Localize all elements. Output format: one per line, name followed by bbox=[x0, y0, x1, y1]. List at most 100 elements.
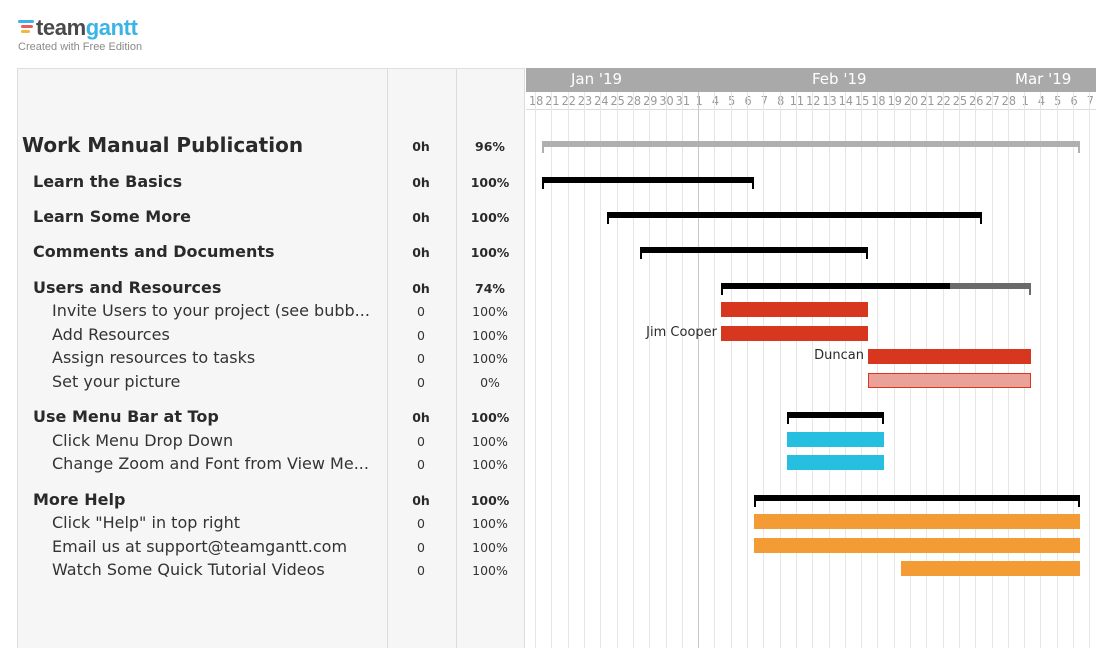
task-name[interactable]: More Help bbox=[33, 490, 125, 509]
task-name[interactable]: Click Menu Drop Down bbox=[52, 431, 382, 450]
task-percent-complete: 100% bbox=[457, 410, 523, 425]
task-percent-complete: 96% bbox=[457, 139, 523, 154]
task-name[interactable]: Work Manual Publication bbox=[22, 133, 303, 157]
task-group-row[interactable]: Learn Some More 0h 100% bbox=[18, 205, 525, 229]
task-name[interactable]: Learn the Basics bbox=[33, 172, 182, 191]
day-label: 24 bbox=[593, 93, 609, 108]
task-name[interactable]: Users and Resources bbox=[33, 278, 221, 297]
task-row[interactable]: Change Zoom and Font from View Me... 0 100… bbox=[18, 452, 525, 476]
task-percent-complete: 100% bbox=[457, 328, 523, 343]
day-gridline bbox=[698, 92, 699, 648]
summary-bar[interactable] bbox=[640, 247, 868, 253]
task-name[interactable]: Click "Help" in top right bbox=[52, 513, 382, 532]
day-label: 20 bbox=[903, 93, 919, 108]
task-name[interactable]: Learn Some More bbox=[33, 207, 191, 226]
task-hours: 0 bbox=[388, 540, 454, 555]
task-row[interactable]: Click Menu Drop Down 0 100% bbox=[18, 429, 525, 453]
project-row[interactable]: Work Manual Publication 0h 96% bbox=[18, 134, 525, 158]
task-percent-complete: 100% bbox=[457, 245, 523, 260]
task-group-row[interactable]: Users and Resources 0h 74% bbox=[18, 276, 525, 300]
task-hours: 0 bbox=[388, 304, 454, 319]
day-label: 7 bbox=[756, 93, 772, 108]
month-header: Jan '19 Feb '19 Mar '19 bbox=[526, 68, 1096, 92]
task-hours: 0h bbox=[388, 139, 454, 154]
task-percent-complete: 74% bbox=[457, 281, 523, 296]
edition-note: Created with Free Edition bbox=[18, 41, 142, 53]
day-label: 1 bbox=[691, 93, 707, 108]
summary-bar[interactable] bbox=[787, 412, 884, 418]
task-row[interactable]: Assign resources to tasks 0 100% bbox=[18, 346, 525, 370]
summary-bar-start-cap bbox=[640, 247, 642, 259]
logo-word-gantt: gantt bbox=[86, 15, 138, 40]
task-row[interactable]: Watch Some Quick Tutorial Videos 0 100% bbox=[18, 558, 525, 582]
summary-bar[interactable] bbox=[607, 212, 982, 218]
task-percent-complete: 100% bbox=[457, 434, 523, 449]
task-name[interactable]: Use Menu Bar at Top bbox=[33, 407, 219, 426]
task-name[interactable]: Invite Users to your project (see bubb..… bbox=[52, 301, 382, 320]
task-hours: 0 bbox=[388, 375, 454, 390]
task-hours: 0 bbox=[388, 434, 454, 449]
summary-bar-start-cap bbox=[607, 212, 609, 224]
task-percent-complete: 100% bbox=[457, 304, 523, 319]
day-gridline bbox=[829, 92, 830, 648]
task-percent-complete: 100% bbox=[457, 457, 523, 472]
task-row[interactable]: Click "Help" in top right 0 100% bbox=[18, 511, 525, 535]
task-bar[interactable] bbox=[787, 432, 884, 447]
task-group-row[interactable]: Learn the Basics 0h 100% bbox=[18, 170, 525, 194]
day-label: 15 bbox=[854, 93, 870, 108]
summary-bar[interactable] bbox=[754, 495, 1080, 501]
task-row[interactable]: Add Resources 0 100% bbox=[18, 323, 525, 347]
day-gridline bbox=[1089, 92, 1090, 648]
task-row[interactable]: Email us at support@teamgantt.com 0 100% bbox=[18, 535, 525, 559]
summary-bar-end-cap bbox=[882, 412, 884, 424]
day-gridline bbox=[682, 92, 683, 648]
task-name[interactable]: Set your picture bbox=[52, 372, 382, 391]
task-hours: 0 bbox=[388, 328, 454, 343]
month-label: Feb '19 bbox=[812, 70, 867, 88]
task-bar[interactable] bbox=[868, 349, 1031, 364]
task-bar[interactable] bbox=[901, 561, 1080, 576]
day-gridline bbox=[649, 92, 650, 648]
task-name[interactable]: Change Zoom and Font from View Me... bbox=[52, 454, 382, 473]
day-gridline bbox=[584, 92, 585, 648]
summary-bar-end-cap bbox=[1078, 141, 1080, 153]
teamgantt-logo: teamgantt Created with Free Edition bbox=[18, 16, 158, 56]
logo-wordmark: teamgantt bbox=[36, 15, 138, 41]
task-group-row[interactable]: Comments and Documents 0h 100% bbox=[18, 240, 525, 264]
task-bar[interactable] bbox=[754, 514, 1080, 529]
task-percent-complete: 100% bbox=[457, 540, 523, 555]
task-group-row[interactable]: More Help 0h 100% bbox=[18, 488, 525, 512]
month-label: Jan '19 bbox=[571, 70, 622, 88]
task-percent-complete: 100% bbox=[457, 351, 523, 366]
task-group-row[interactable]: Use Menu Bar at Top 0h 100% bbox=[18, 405, 525, 429]
day-gridline bbox=[568, 92, 569, 648]
day-label: 4 bbox=[1033, 93, 1049, 108]
gantt-timeline[interactable]: Jan '19 Feb '19 Mar '19 1821222324252829… bbox=[526, 68, 1096, 648]
task-bar[interactable] bbox=[787, 455, 884, 470]
task-percent-complete: 100% bbox=[457, 516, 523, 531]
task-name[interactable]: Assign resources to tasks bbox=[52, 348, 382, 367]
summary-bar[interactable] bbox=[542, 141, 1080, 147]
day-gridline bbox=[600, 92, 601, 648]
summary-bar-start-cap bbox=[754, 495, 756, 507]
day-label: 18 bbox=[528, 93, 544, 108]
summary-bar-end-cap bbox=[1029, 283, 1031, 295]
task-bar[interactable] bbox=[721, 326, 868, 341]
task-name[interactable]: Add Resources bbox=[52, 325, 382, 344]
task-bar[interactable] bbox=[721, 302, 868, 317]
task-name[interactable]: Email us at support@teamgantt.com bbox=[52, 537, 382, 556]
task-name[interactable]: Watch Some Quick Tutorial Videos bbox=[52, 560, 382, 579]
task-row[interactable]: Invite Users to your project (see bubb..… bbox=[18, 299, 525, 323]
summary-bar[interactable] bbox=[542, 177, 754, 183]
day-gridline bbox=[763, 92, 764, 648]
task-hours: 0 bbox=[388, 457, 454, 472]
day-gridline bbox=[551, 92, 552, 648]
task-percent-complete: 100% bbox=[457, 563, 523, 578]
task-bar[interactable] bbox=[868, 373, 1031, 388]
summary-bar[interactable] bbox=[721, 283, 1031, 289]
task-name[interactable]: Comments and Documents bbox=[33, 242, 275, 261]
task-row[interactable]: Set your picture 0 0% bbox=[18, 370, 525, 394]
day-label: 18 bbox=[870, 93, 886, 108]
task-bar[interactable] bbox=[754, 538, 1080, 553]
task-hours: 0h bbox=[388, 281, 454, 296]
